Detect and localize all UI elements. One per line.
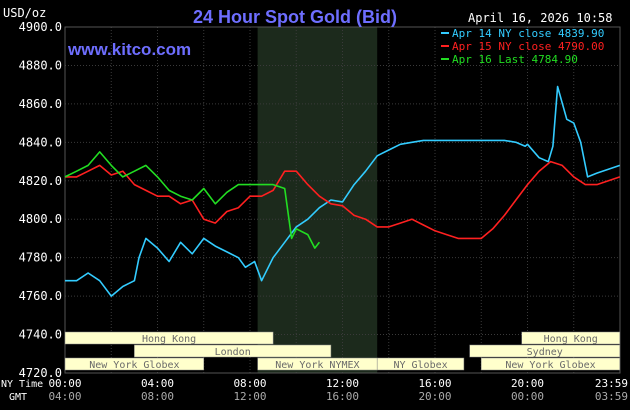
website-link[interactable]: www.kitco.com <box>67 40 191 59</box>
x-axis: 00:00 04:00 08:00 12:00 16:00 20:00 23:5904:00… <box>48 377 628 403</box>
series-line-1 <box>65 160 621 240</box>
gmt-tick-label: 12:00 <box>233 390 266 403</box>
session-bar <box>481 357 621 371</box>
y-tick-label: 4860.0 <box>19 97 62 111</box>
gmt-tick-label: 04:00 <box>48 390 81 403</box>
ny-tick-label: 23:59 <box>595 377 628 390</box>
gmt-tick-label: 08:00 <box>141 390 174 403</box>
ny-tick-label: 00:00 <box>48 377 81 390</box>
y-tick-label: 4760.0 <box>19 289 62 303</box>
session-label: New York Globex <box>505 360 595 371</box>
session-label: Sydney <box>527 347 563 358</box>
session-label: NY Globex <box>393 360 447 371</box>
trading-sessions: Hong Kong Hong Kong London Sydney New York G… <box>64 331 621 371</box>
session-bar <box>521 331 621 345</box>
legend-item: Apr 15 NY close 4790.00 <box>452 40 604 53</box>
session-bar <box>134 344 332 358</box>
session-label: New York NYMEX <box>275 360 359 371</box>
plot-border <box>64 26 621 374</box>
session-label: London <box>215 347 251 358</box>
chart-title: 24 Hour Spot Gold (Bid) <box>193 7 397 27</box>
series-line-2 <box>64 151 321 249</box>
series-line-0 <box>65 85 621 297</box>
y-tick-label: 4900.0 <box>19 20 62 34</box>
legend-item: Apr 16 Last 4784.90 <box>452 53 578 66</box>
ny-tick-label: 04:00 <box>141 377 174 390</box>
ny-tick-label: 08:00 <box>233 377 266 390</box>
unit-label: USD/oz <box>3 6 46 20</box>
y-tick-label: 4840.0 <box>19 135 62 149</box>
series-lines <box>64 85 621 297</box>
grid <box>64 26 621 374</box>
ny-tick-label: 20:00 <box>511 377 544 390</box>
y-tick-label: 4740.0 <box>19 328 62 342</box>
session-bar <box>64 357 204 371</box>
nymex-session-shade <box>257 27 378 373</box>
ny-time-label: NY Time <box>1 379 43 390</box>
session-bar <box>64 331 274 345</box>
y-axis: 4900.0 4880.0 4860.0 4840.0 4820.0 4800.0 4780… <box>19 20 62 380</box>
timestamp: April 16, 2026 10:58 <box>468 11 613 25</box>
y-tick-label: 4800.0 <box>19 212 62 226</box>
session-label: Hong Kong <box>142 334 196 345</box>
gmt-tick-label: 16:00 <box>326 390 359 403</box>
ny-tick-label: 12:00 <box>326 377 359 390</box>
gmt-tick-label: 03:59 <box>595 390 628 403</box>
gmt-tick-label: 00:00 <box>511 390 544 403</box>
ny-tick-label: 16:00 <box>418 377 451 390</box>
session-label: Hong Kong <box>544 334 598 345</box>
y-tick-label: 4880.0 <box>19 58 62 72</box>
gmt-label: GMT <box>9 392 27 403</box>
session-bar <box>469 344 621 358</box>
gmt-tick-label: 20:00 <box>418 390 451 403</box>
legend-item: Apr 14 NY close 4839.90 <box>452 27 604 40</box>
y-tick-label: 4720.0 <box>19 366 62 380</box>
session-bar <box>376 357 465 371</box>
y-tick-label: 4820.0 <box>19 174 62 188</box>
y-tick-label: 4780.0 <box>19 251 62 265</box>
session-label: New York Globex <box>89 360 179 371</box>
